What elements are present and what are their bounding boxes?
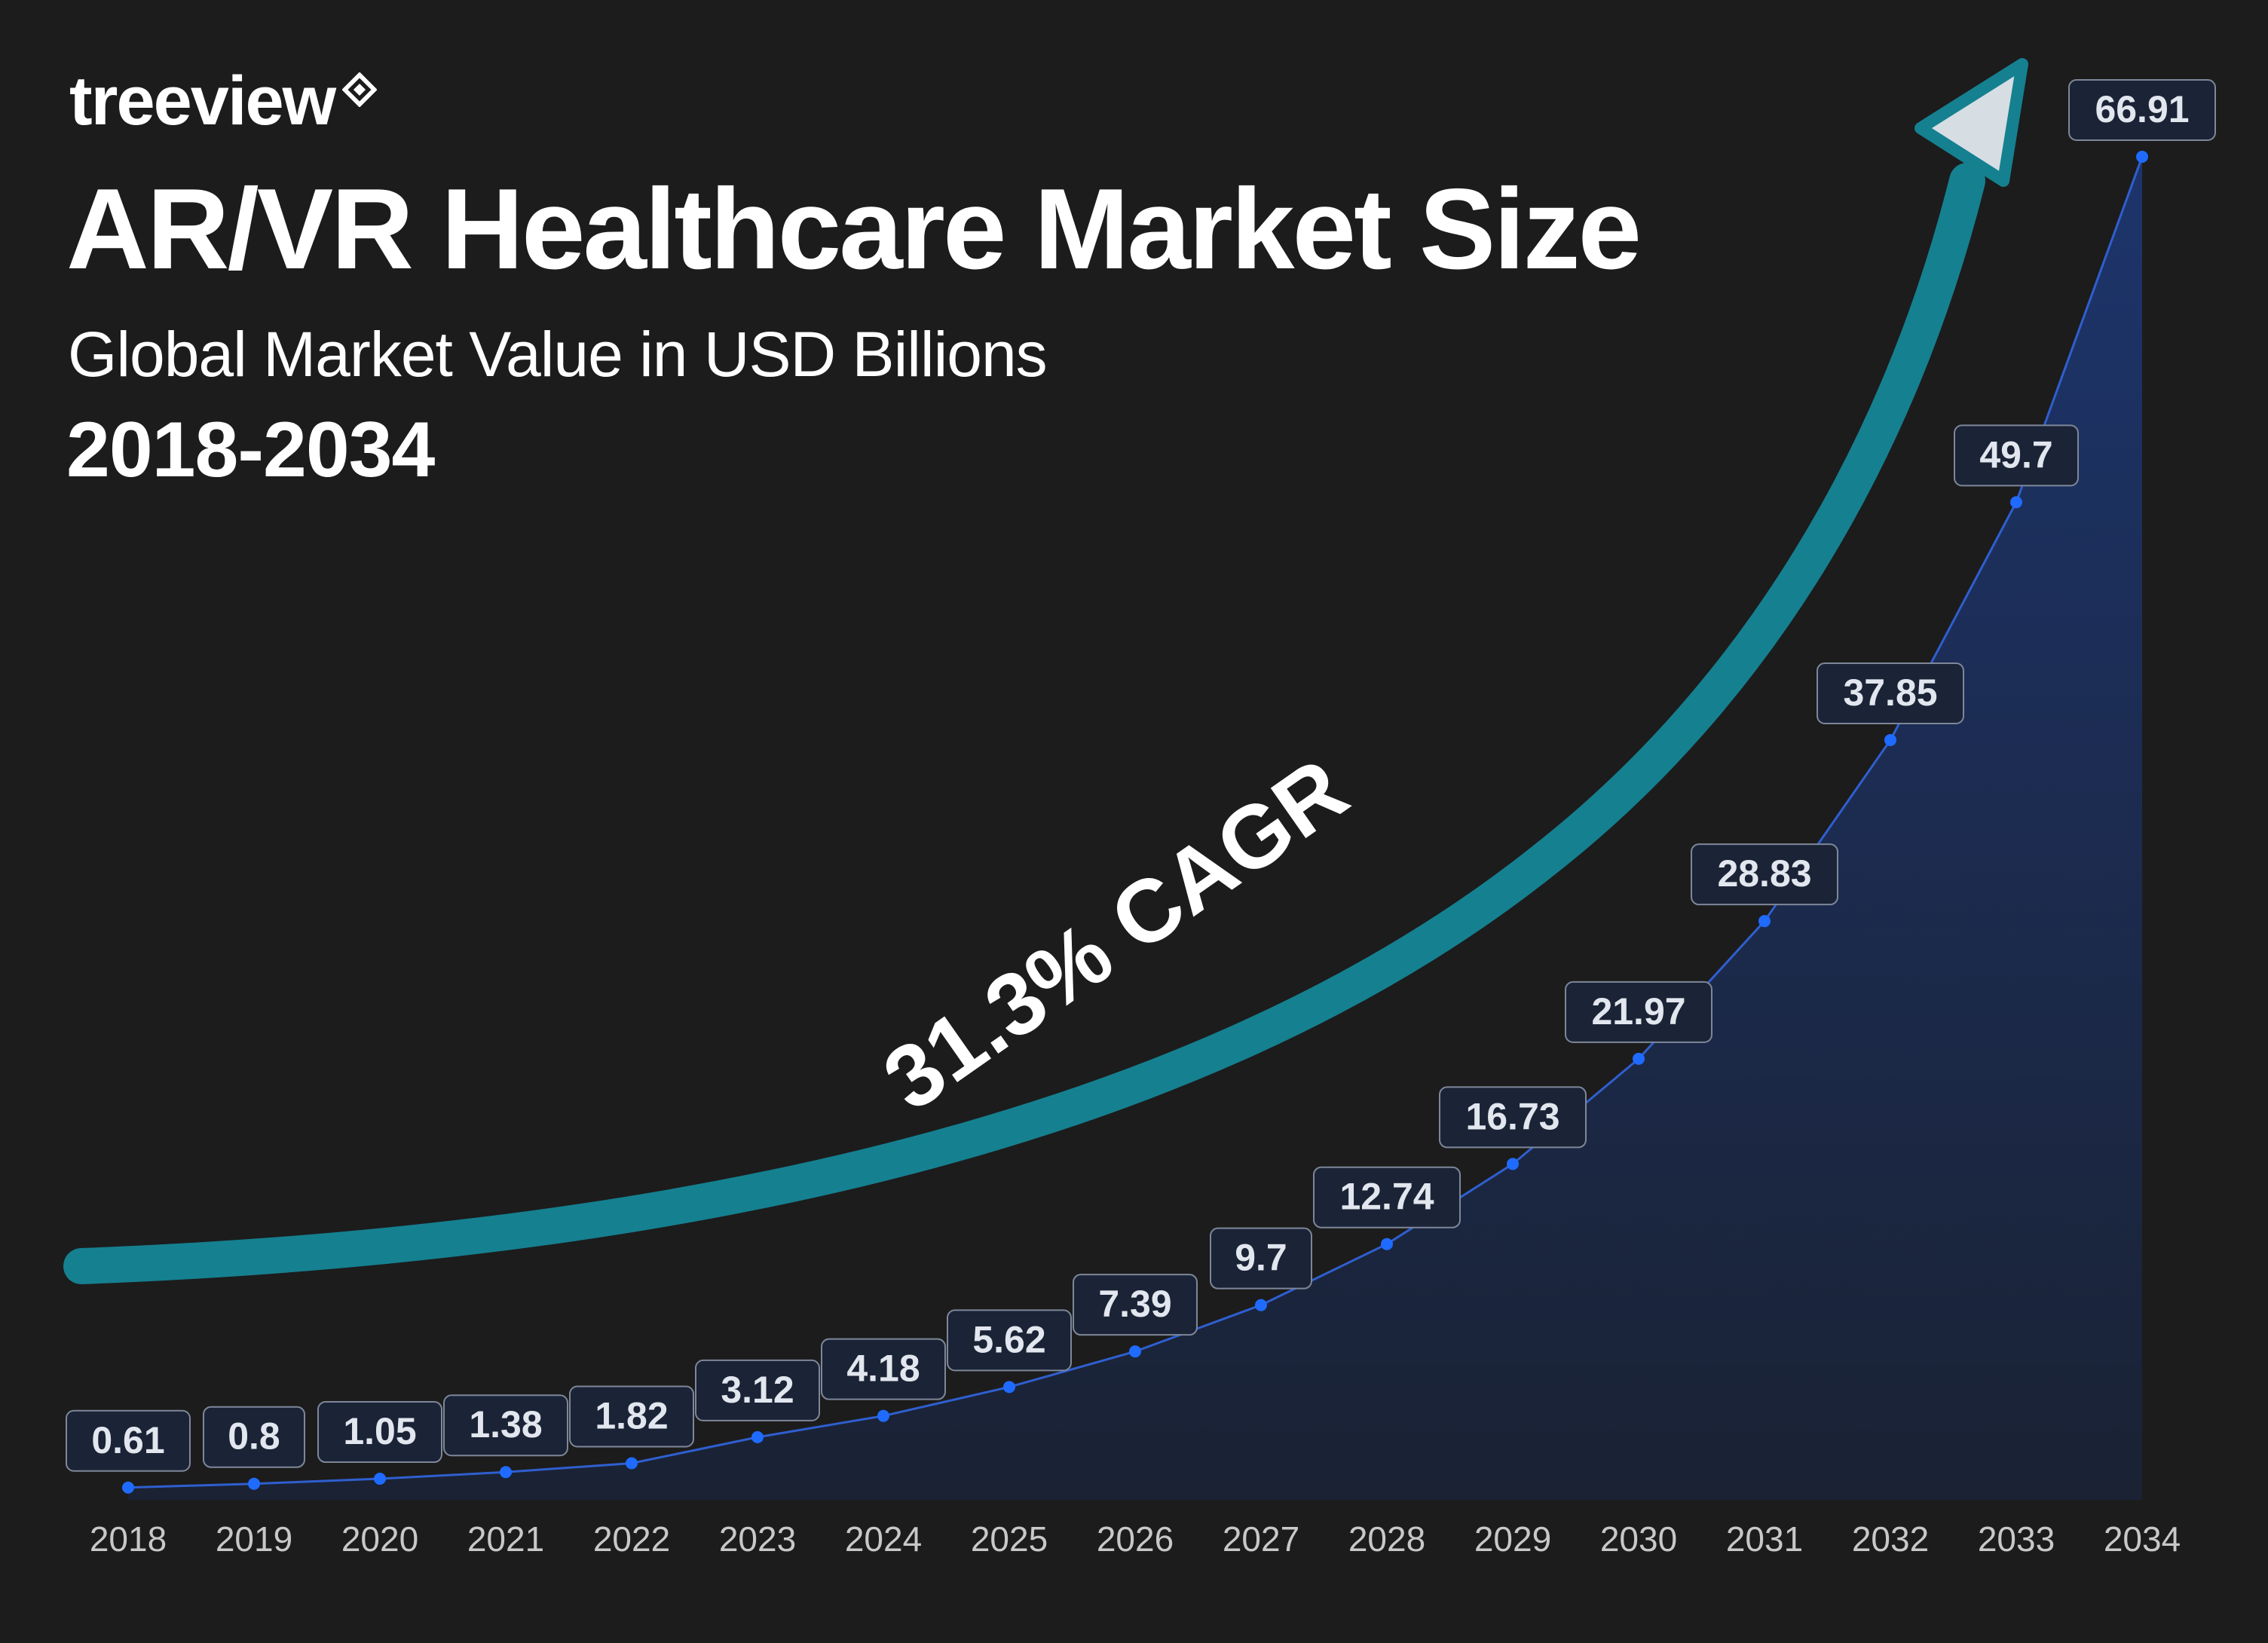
data-label: 21.97 bbox=[1565, 981, 1712, 1043]
data-label-text: 5.62 bbox=[972, 1318, 1045, 1360]
data-label-text: 1.38 bbox=[469, 1403, 542, 1446]
x-tick-label: 2021 bbox=[467, 1519, 544, 1559]
data-label-box bbox=[1954, 424, 2079, 487]
x-tick-label: 2030 bbox=[1600, 1519, 1677, 1559]
area-fill bbox=[128, 157, 2142, 1500]
data-label-text: 1.05 bbox=[343, 1410, 416, 1452]
diamond-logo-icon bbox=[342, 72, 378, 107]
data-point bbox=[2136, 151, 2148, 163]
data-label-text: 7.39 bbox=[1098, 1283, 1171, 1325]
data-label-text: 3.12 bbox=[721, 1369, 794, 1411]
data-point bbox=[1381, 1238, 1393, 1250]
data-point bbox=[1129, 1345, 1141, 1358]
x-tick-label: 2018 bbox=[90, 1519, 167, 1559]
data-label-text: 28.83 bbox=[1717, 852, 1811, 895]
growth-arrow-head bbox=[1914, 58, 2028, 187]
data-label: 0.8 bbox=[203, 1406, 305, 1468]
data-label-text: 37.85 bbox=[1843, 672, 1937, 714]
data-label-box bbox=[695, 1359, 820, 1421]
chart-subtitle: Global Market Value in USD Billions bbox=[68, 319, 1048, 390]
x-tick-label: 2020 bbox=[341, 1519, 418, 1559]
data-label-box bbox=[1565, 981, 1712, 1043]
x-tick-label: 2028 bbox=[1348, 1519, 1425, 1559]
data-label: 28.83 bbox=[1691, 843, 1838, 906]
data-label: 4.18 bbox=[821, 1338, 946, 1400]
data-label-box bbox=[947, 1309, 1072, 1372]
data-point bbox=[1003, 1381, 1015, 1394]
data-label: 12.74 bbox=[1313, 1166, 1461, 1228]
x-tick-label: 2022 bbox=[593, 1519, 670, 1559]
data-label: 1.05 bbox=[317, 1401, 442, 1464]
data-label-box bbox=[1817, 662, 1964, 724]
data-label: 9.7 bbox=[1210, 1227, 1312, 1290]
x-tick-label: 2029 bbox=[1474, 1519, 1551, 1559]
data-label-text: 1.82 bbox=[595, 1395, 668, 1437]
data-label: 3.12 bbox=[695, 1359, 820, 1421]
data-point bbox=[1758, 915, 1771, 928]
x-tick-label: 2026 bbox=[1097, 1519, 1174, 1559]
data-label-text: 0.8 bbox=[228, 1415, 280, 1458]
data-label-box bbox=[66, 1409, 191, 1472]
data-label-box bbox=[1691, 843, 1838, 906]
data-label: 0.61 bbox=[66, 1409, 191, 1472]
x-tick-label: 2033 bbox=[1978, 1519, 2055, 1559]
data-label-text: 4.18 bbox=[846, 1348, 920, 1390]
data-point bbox=[626, 1457, 638, 1470]
x-tick-label: 2031 bbox=[1726, 1519, 1803, 1559]
data-label: 16.73 bbox=[1439, 1086, 1587, 1149]
data-label-text: 16.73 bbox=[1465, 1095, 1559, 1137]
data-label: 1.82 bbox=[569, 1385, 694, 1448]
data-label-box bbox=[1073, 1274, 1198, 1336]
data-point bbox=[374, 1473, 386, 1485]
data-point bbox=[877, 1409, 889, 1422]
data-label-text: 21.97 bbox=[1591, 990, 1685, 1033]
data-label-box bbox=[203, 1406, 305, 1468]
data-point bbox=[1507, 1158, 1519, 1170]
data-label-text: 49.7 bbox=[1979, 433, 2052, 476]
data-point bbox=[122, 1481, 134, 1494]
data-label: 5.62 bbox=[947, 1309, 1072, 1372]
data-label-box bbox=[443, 1394, 568, 1457]
data-label-text: 9.7 bbox=[1235, 1237, 1287, 1279]
data-label-text: 12.74 bbox=[1339, 1176, 1434, 1218]
data-label-text: 0.61 bbox=[91, 1419, 164, 1461]
x-tick-label: 2019 bbox=[216, 1519, 292, 1559]
data-label: 37.85 bbox=[1817, 662, 1964, 724]
data-label-box bbox=[1313, 1166, 1461, 1228]
data-label-text: 66.91 bbox=[2095, 88, 2189, 130]
data-label-box bbox=[317, 1401, 442, 1464]
data-point bbox=[248, 1477, 260, 1490]
x-tick-label: 2027 bbox=[1223, 1519, 1299, 1559]
data-point bbox=[1255, 1299, 1267, 1311]
data-point bbox=[500, 1466, 512, 1479]
data-label: 66.91 bbox=[2068, 79, 2216, 141]
data-label: 7.39 bbox=[1073, 1274, 1198, 1336]
x-tick-label: 2034 bbox=[2104, 1519, 2181, 1559]
x-tick-label: 2024 bbox=[845, 1519, 922, 1559]
x-tick-label: 2025 bbox=[971, 1519, 1048, 1559]
data-label: 49.7 bbox=[1954, 424, 2079, 487]
x-tick-label: 2032 bbox=[1852, 1519, 1929, 1559]
brand-logo: treeview bbox=[69, 63, 378, 139]
data-point bbox=[751, 1430, 764, 1443]
data-point bbox=[1884, 733, 1896, 746]
data-label-box bbox=[2068, 79, 2216, 141]
data-label-box bbox=[821, 1338, 946, 1400]
data-point bbox=[1633, 1052, 1645, 1065]
data-label: 1.38 bbox=[443, 1394, 568, 1457]
data-label-box bbox=[1439, 1086, 1587, 1149]
data-label-box bbox=[569, 1385, 694, 1448]
data-label-box bbox=[1210, 1227, 1312, 1290]
growth-arrow-shaft bbox=[63, 163, 1985, 1284]
x-tick-label: 2023 bbox=[719, 1519, 796, 1559]
brand-name: treeview bbox=[69, 63, 336, 139]
data-point bbox=[2010, 496, 2022, 509]
year-range: 2018-2034 bbox=[66, 406, 435, 494]
chart-title: AR/VR Healthcare Market Size bbox=[66, 165, 1642, 293]
